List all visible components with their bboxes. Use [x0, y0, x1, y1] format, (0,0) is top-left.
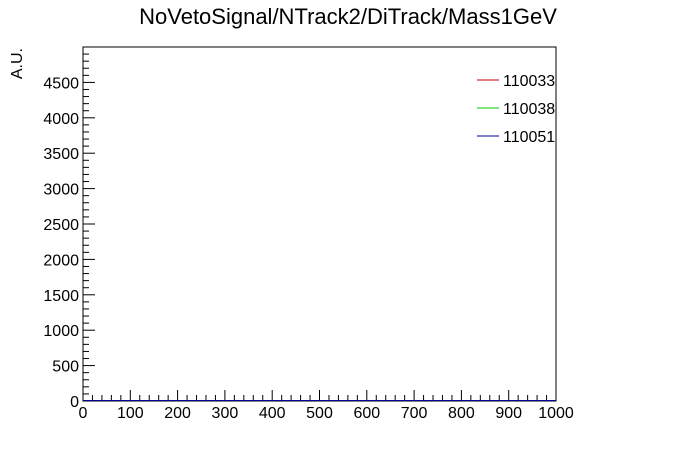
x-tick-label: 0 — [79, 405, 88, 422]
y-tick-label: 4500 — [43, 75, 79, 92]
legend-label: 110033 — [503, 73, 555, 90]
x-tick-label: 500 — [306, 405, 333, 422]
y-tick-label: 3000 — [43, 182, 79, 199]
x-tick-label: 300 — [212, 405, 239, 422]
y-tick-label: 500 — [52, 359, 79, 376]
x-tick-label: 800 — [448, 405, 475, 422]
chart-title: NoVetoSignal/NTrack2/DiTrack/Mass1GeV — [139, 4, 557, 29]
y-tick-label: 0 — [70, 394, 79, 411]
y-tick-label: 2000 — [43, 252, 79, 269]
legend-label: 110051 — [503, 129, 555, 146]
x-tick-label: 600 — [353, 405, 380, 422]
x-tick-label: 400 — [259, 405, 286, 422]
x-tick-label: 200 — [164, 405, 191, 422]
y-tick-label: 2500 — [43, 217, 79, 234]
legend: 110033 110038 110051 — [477, 73, 555, 146]
y-tick-label: 4000 — [43, 111, 79, 128]
y-axis-label: A.U. — [9, 48, 26, 79]
y-tick-label: 1500 — [43, 288, 79, 305]
y-tick-label: 3500 — [43, 146, 79, 163]
x-tick-label: 700 — [401, 405, 428, 422]
legend-label: 110038 — [503, 101, 555, 118]
x-tick-label: 1000 — [538, 405, 574, 422]
x-axis: 0 100 200 300 400 500 600 700 800 900 1000 — [79, 390, 574, 422]
y-tick-label: 1000 — [43, 323, 79, 340]
y-axis: 0 500 1000 1500 2000 2500 3000 3500 4000 4500 — [43, 53, 95, 411]
x-tick-label: 900 — [495, 405, 522, 422]
x-tick-label: 100 — [117, 405, 144, 422]
